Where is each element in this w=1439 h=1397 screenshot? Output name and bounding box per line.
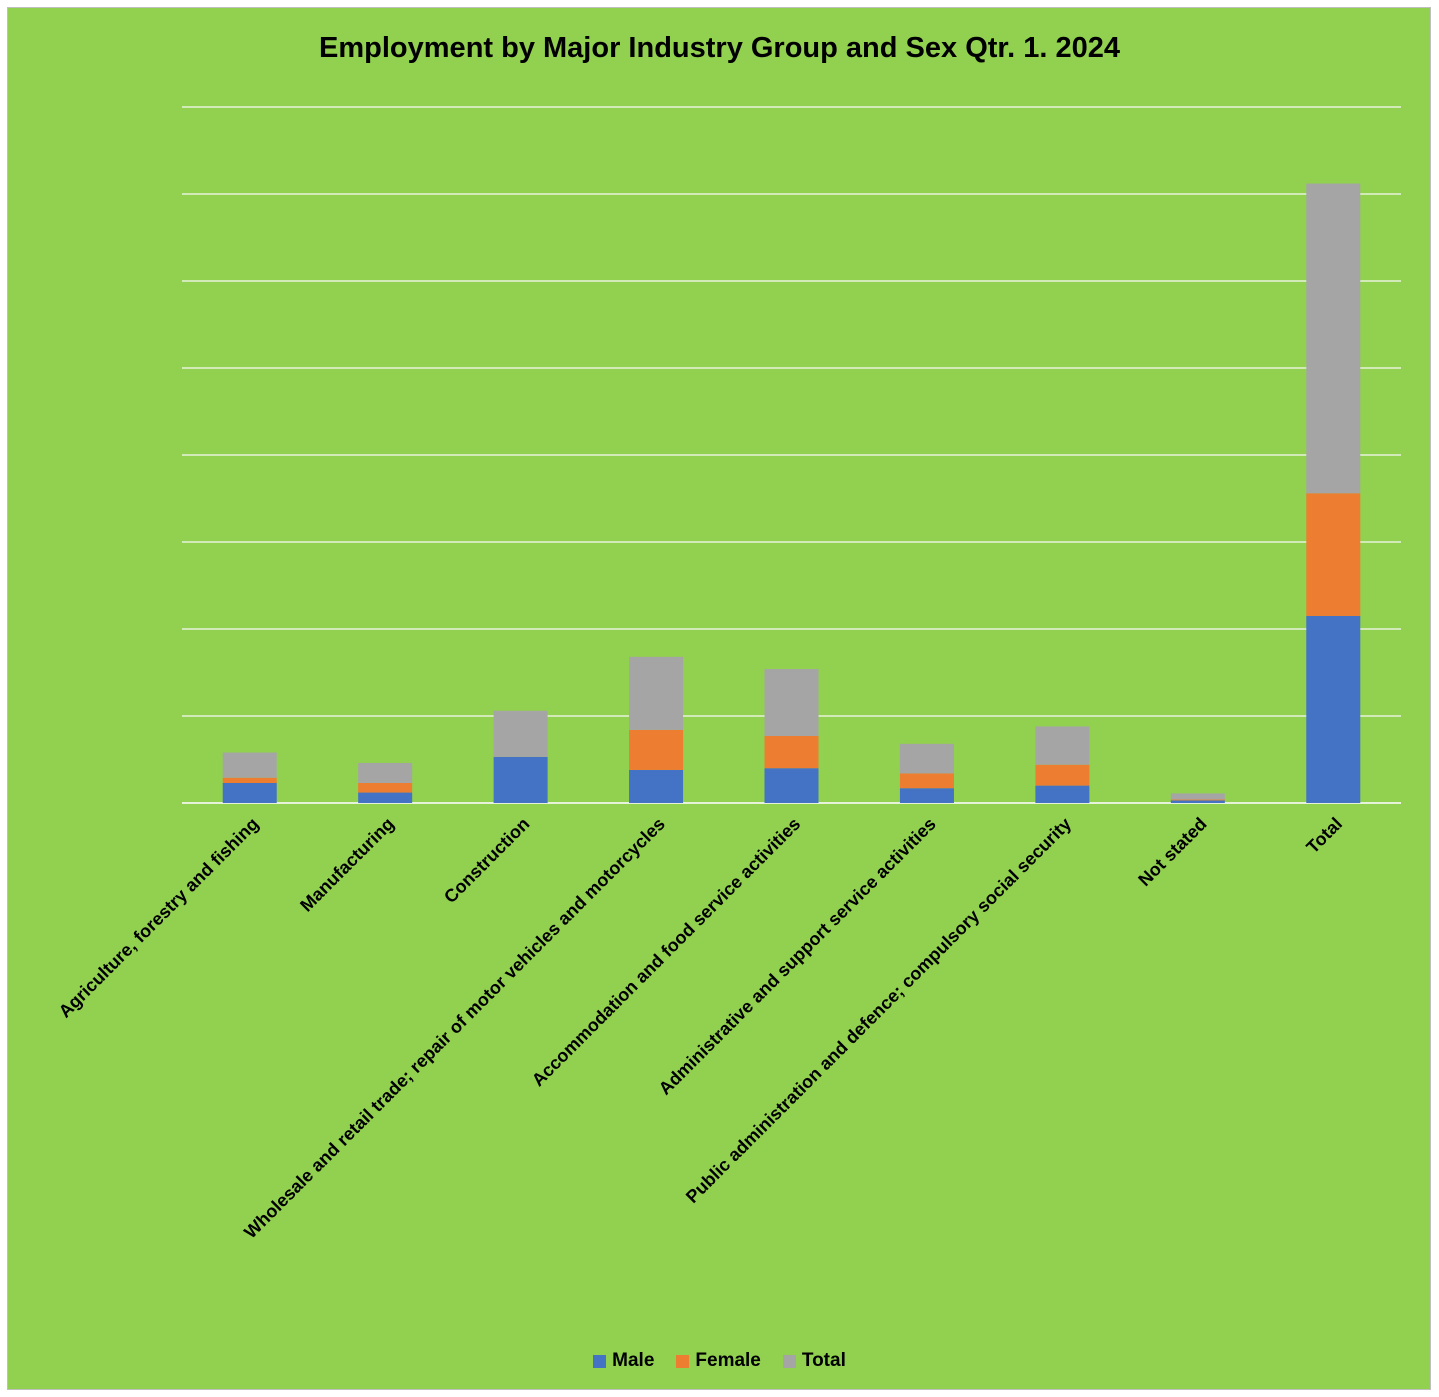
bar-male-4	[764, 768, 819, 803]
bar-total-7	[1170, 793, 1225, 800]
bar-female-1	[358, 782, 413, 793]
x-tick-label: Administrative and support service activ…	[655, 814, 940, 1099]
bar-female-5	[899, 773, 954, 789]
bar-female-4	[764, 736, 819, 769]
x-tick-label: Total	[1302, 814, 1346, 858]
bar-male-3	[629, 769, 684, 803]
bar-male-0	[222, 782, 277, 803]
x-tick-label: Not stated	[1134, 814, 1210, 890]
legend-item-female: Female	[676, 1350, 761, 1372]
legend-swatch	[676, 1354, 690, 1368]
bar-total-1	[358, 762, 413, 783]
bar-total-2	[493, 710, 548, 757]
legend-label: Total	[801, 1350, 846, 1371]
bar-male-2	[493, 756, 548, 803]
bar-female-7	[1170, 799, 1225, 801]
bar-male-7	[1170, 800, 1225, 803]
bar-total-0	[222, 752, 277, 778]
x-tick-label: Manufacturing	[296, 814, 398, 916]
bar-female-8	[1306, 493, 1361, 616]
bar-female-3	[629, 729, 684, 770]
legend-item-male: Male	[593, 1350, 654, 1372]
legend-label: Female	[695, 1350, 761, 1371]
bar-total-5	[899, 743, 954, 774]
bar-male-6	[1035, 785, 1090, 803]
bar-male-1	[358, 792, 413, 803]
bar-female-6	[1035, 764, 1090, 786]
bar-male-8	[1306, 615, 1361, 803]
chart-area	[7, 7, 1431, 1390]
legend-swatch	[593, 1354, 607, 1368]
x-tick-label: Agriculture, forestry and fishing	[55, 814, 263, 1022]
x-tick-label: Accommodation and food service activitie…	[528, 814, 805, 1091]
x-tick-label: Construction	[440, 814, 533, 907]
bar-male-5	[899, 788, 954, 803]
chart-title: Employment by Major Industry Group and S…	[319, 32, 1120, 64]
bar-total-3	[629, 656, 684, 730]
legend-label: Male	[612, 1350, 655, 1371]
bar-total-6	[1035, 726, 1090, 765]
legend-swatch	[782, 1354, 796, 1368]
bar-total-4	[764, 669, 819, 737]
legend-item-total: Total	[782, 1350, 846, 1372]
bar-total-8	[1306, 183, 1361, 494]
bar-female-0	[222, 777, 277, 783]
legend: Male Female Total	[0, 1350, 1439, 1372]
